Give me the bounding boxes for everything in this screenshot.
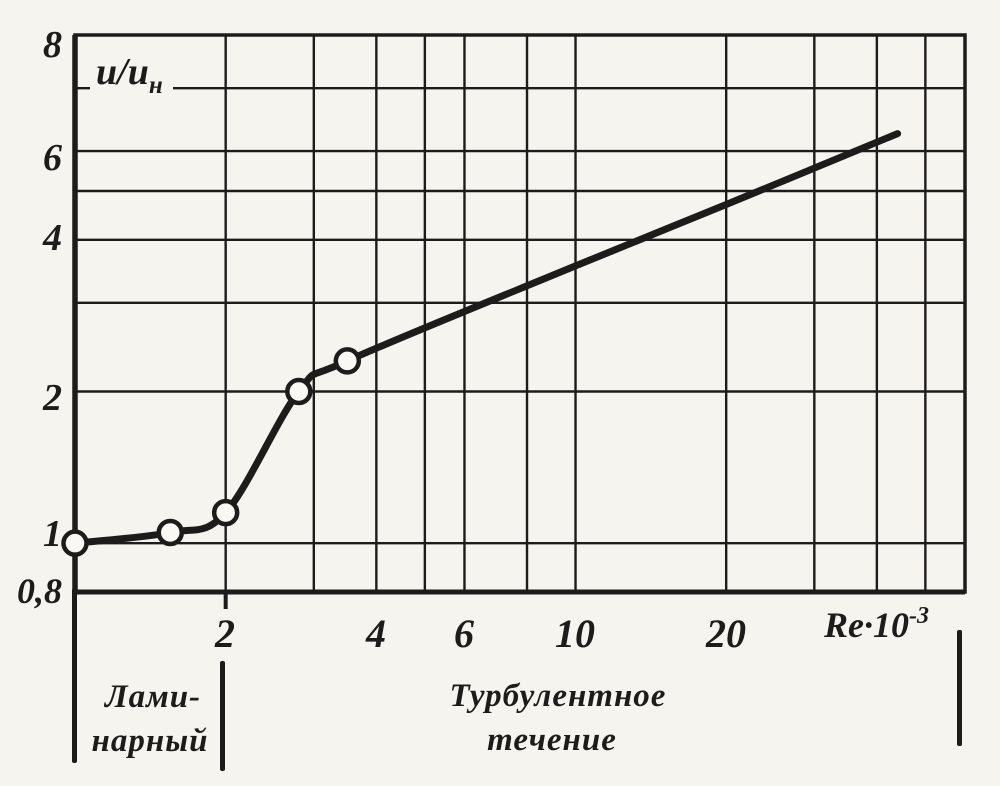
x-tick-label-10: 10 (555, 611, 595, 656)
y-tick-label-1: 1 (43, 513, 62, 555)
y-axis-title: u/uн (90, 53, 173, 102)
y-axis-title-base: u/u (96, 51, 149, 93)
y-axis-extension-line (72, 590, 77, 763)
turbulent-region-label-line2: течение (487, 722, 617, 758)
laminar-region-label-line1: Лами- (104, 679, 202, 715)
y-tick-label-0-8: 0,8 (17, 571, 62, 611)
plot-frame (73, 33, 967, 594)
x-axis-title: Re·10-3 (824, 604, 929, 643)
laminar-turbulent-divider-line (220, 661, 225, 771)
x-axis-title-superscript: -3 (909, 603, 929, 629)
y-tick-label-8: 8 (43, 24, 62, 66)
data-point-0 (61, 529, 89, 557)
x-tick-label-4: 4 (366, 611, 386, 656)
x-axis-title-base: Re·10 (824, 605, 909, 645)
data-point-2 (211, 498, 240, 527)
data-curve (71, 130, 902, 547)
x-tick-label-6: 6 (454, 611, 474, 656)
turbulent-region-label-line1: Турбулентное (449, 678, 667, 714)
turbulent-region-end-line (957, 630, 962, 746)
x-tick-label-20: 20 (706, 611, 746, 656)
data-point-1 (156, 518, 185, 547)
y-axis-title-subscript: н (148, 72, 163, 99)
data-point-3 (285, 377, 313, 406)
y-tick-label-6: 6 (43, 137, 62, 179)
y-tick-label-2: 2 (43, 377, 62, 419)
data-point-4 (333, 347, 362, 375)
y-tick-label-4: 4 (43, 217, 62, 259)
x-tick-label-2: 2 (215, 611, 235, 656)
laminar-region-label-line2: нарный (91, 723, 209, 759)
